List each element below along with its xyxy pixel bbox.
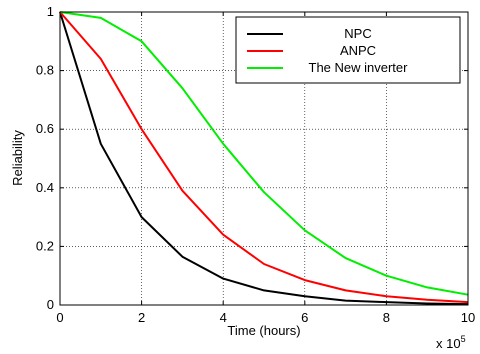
x-tick-label: 2 xyxy=(138,310,145,325)
x-tick-label: 10 xyxy=(461,310,475,325)
series-line-the-new-inverter xyxy=(59,11,469,296)
y-tick-label: 0.2 xyxy=(36,238,54,253)
legend-label-anpc: ANPC xyxy=(340,43,376,58)
legend-label-new-inverter: The New inverter xyxy=(309,60,409,75)
y-tick-label: 0.8 xyxy=(36,63,54,78)
x-axis-label: Time (hours) xyxy=(227,323,300,338)
series-line-anpc xyxy=(59,11,469,304)
y-tick-label: 0.6 xyxy=(36,121,54,136)
y-tick-label: 0.4 xyxy=(36,180,54,195)
y-tick-label: 1 xyxy=(47,4,54,19)
axis-ticks: 0 2 4 6 8 10 0 0.2 0.4 0.6 0.8 1 xyxy=(36,4,475,325)
legend-label-npc: NPC xyxy=(344,26,371,41)
legend: NPC ANPC The New inverter xyxy=(235,16,461,84)
x-axis-multiplier: x 105 xyxy=(436,334,466,351)
series-lines xyxy=(59,11,469,306)
x-tick-label: 4 xyxy=(220,310,227,325)
plot-frame xyxy=(59,11,469,306)
x-tick-label: 0 xyxy=(56,310,63,325)
y-tick-label: 0 xyxy=(47,297,54,312)
series-line-npc xyxy=(59,11,469,306)
x-tick-label: 8 xyxy=(383,310,390,325)
x-tick-label: 6 xyxy=(301,310,308,325)
y-axis-label: Reliability xyxy=(10,130,25,186)
